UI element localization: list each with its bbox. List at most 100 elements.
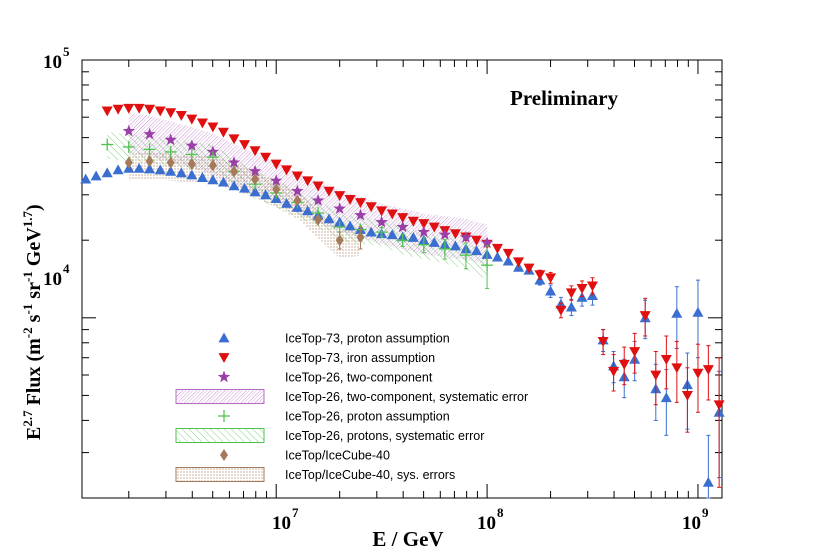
data-point <box>513 257 525 268</box>
data-point <box>249 186 261 197</box>
data-point <box>407 231 419 242</box>
data-point <box>164 145 177 158</box>
data-point <box>143 143 156 156</box>
y-title-e: E <box>23 427 45 440</box>
data-point <box>386 209 398 220</box>
data-point <box>133 103 145 114</box>
x-tick-base: 10 <box>272 513 291 534</box>
data-point <box>323 186 335 197</box>
data-point <box>660 392 672 403</box>
data-point <box>272 183 281 196</box>
series-4 <box>124 155 365 250</box>
legend-marker <box>218 353 230 363</box>
legend-label: IceTop-26, protons, systematic error <box>285 429 484 443</box>
data-point <box>417 238 430 251</box>
x-tick-base: 10 <box>682 513 701 534</box>
data-point <box>260 189 272 200</box>
data-point <box>165 165 177 176</box>
data-point <box>545 285 557 296</box>
data-point <box>101 138 114 151</box>
data-point <box>248 164 262 177</box>
x-axis-title: E / GeV <box>372 527 443 551</box>
data-point <box>187 157 196 170</box>
data-point <box>428 222 440 233</box>
data-point <box>143 127 156 140</box>
data-point <box>112 164 124 175</box>
data-point <box>438 228 452 240</box>
legend-item-3: IceTop-26, two-component, systematic err… <box>175 389 528 404</box>
legend-marker <box>218 332 230 343</box>
legend-swatch <box>175 428 265 443</box>
data-point <box>314 213 323 226</box>
legend-item-2: IceTop-26, two-component <box>217 370 433 385</box>
data-point <box>281 165 293 176</box>
data-point <box>101 106 113 117</box>
data-point <box>376 206 388 217</box>
data-point <box>650 370 662 381</box>
y-axis-title: E2.7 Flux (m-2 s-1 sr-1 GeV1.7) <box>20 204 45 440</box>
data-point <box>251 173 260 186</box>
data-point <box>186 114 198 125</box>
data-point <box>449 229 461 240</box>
data-point <box>228 134 240 145</box>
legend-item-7: IceTop/IceCube-40, sys. errors <box>175 467 455 482</box>
data-point <box>502 255 514 266</box>
legend-swatch <box>175 467 265 482</box>
data-point <box>311 194 325 206</box>
y-tick-base: 10 <box>43 269 62 290</box>
data-point <box>565 301 577 312</box>
data-point <box>660 354 672 365</box>
x-tick-exp: 8 <box>497 505 504 520</box>
data-point <box>124 156 133 169</box>
data-point <box>428 236 440 247</box>
y-title-sup2: -2 <box>20 327 35 338</box>
data-point <box>154 164 166 175</box>
y-title-s: s <box>23 314 45 327</box>
data-point <box>365 202 377 213</box>
data-point <box>239 140 251 151</box>
data-point <box>586 281 598 292</box>
data-point <box>333 202 346 214</box>
data-point <box>165 108 177 119</box>
data-point <box>491 243 503 254</box>
data-point <box>186 169 198 180</box>
data-point <box>438 242 451 255</box>
data-point <box>133 162 145 173</box>
data-point <box>207 174 219 185</box>
data-point <box>122 124 135 137</box>
data-point <box>260 152 272 163</box>
data-point <box>576 284 588 294</box>
y-tick-exp: 5 <box>63 44 70 59</box>
data-point <box>671 363 683 374</box>
data-point <box>608 366 620 377</box>
data-point <box>101 167 113 178</box>
y-title-sup4: -1 <box>20 271 35 282</box>
data-point <box>449 240 461 251</box>
data-series <box>80 103 725 499</box>
data-point <box>545 273 557 284</box>
data-point <box>459 230 473 243</box>
data-point <box>629 347 641 358</box>
data-point <box>418 219 430 230</box>
data-point <box>386 229 398 240</box>
y-title-gev: GeV <box>23 227 45 271</box>
x-tick-label-1e9: 10 9 <box>682 505 709 534</box>
data-point <box>397 213 409 223</box>
data-point <box>90 170 102 181</box>
data-point <box>333 221 346 234</box>
data-point <box>166 156 175 169</box>
data-point <box>227 156 241 168</box>
data-point <box>112 104 124 115</box>
data-point <box>122 140 135 153</box>
legend-item-5: IceTop-26, protons, systematic error <box>175 428 484 443</box>
y-title-sr: sr <box>23 282 45 304</box>
x-tick-exp: 9 <box>702 505 709 520</box>
data-point <box>175 167 187 178</box>
data-point <box>302 176 314 187</box>
x-tick-label-1e7: 10 7 <box>272 505 299 534</box>
data-point <box>291 184 304 197</box>
data-point <box>354 198 366 209</box>
data-point <box>291 171 303 182</box>
y-tick-label-1e5: 10 5 <box>43 44 70 73</box>
data-point <box>323 213 335 224</box>
